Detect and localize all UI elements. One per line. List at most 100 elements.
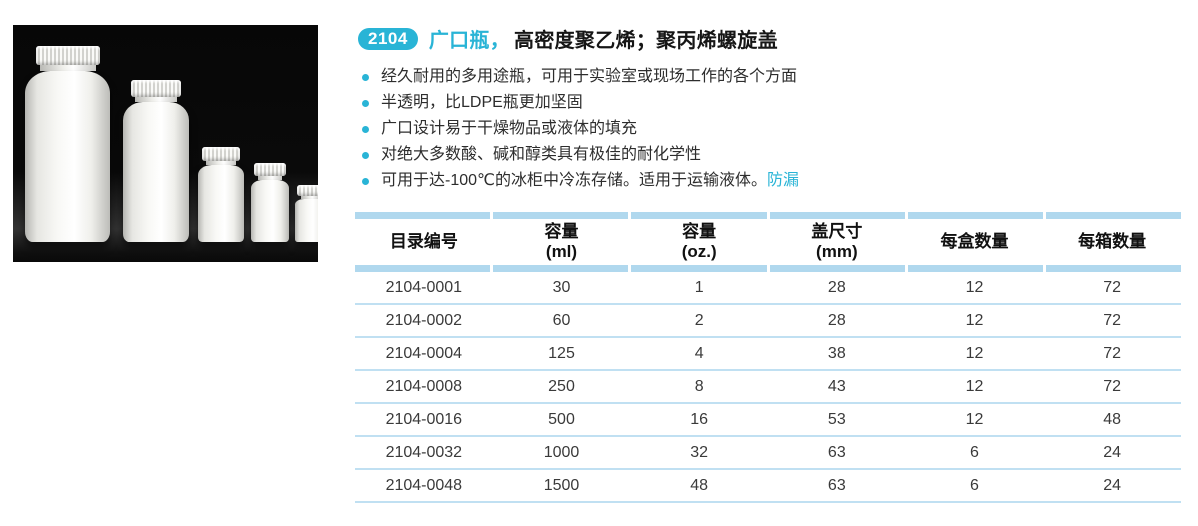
cell-cap-size-mm: 43 [827,377,846,395]
cell-catalog-number: 2104-0032 [385,443,463,461]
cell-qty-per-box: 12 [965,311,984,329]
feature-text: 半透明，比LDPE瓶更加坚固 [381,94,583,111]
cell-capacity-ml: 1500 [543,476,580,494]
feature-bullet: 半透明，比LDPE瓶更加坚固 [360,90,1160,116]
bar-segment [907,265,1043,272]
cell-qty-per-case: 72 [1103,377,1122,395]
leakproof-link[interactable]: 防漏 [767,172,800,189]
bar-segment [1045,212,1181,219]
cell-catalog-number: 2104-0004 [385,344,463,362]
cell-qty-per-box: 6 [970,476,979,494]
cell-capacity-ml: 30 [552,278,571,296]
table-row: 2104-0008 250 8 43 12 72 [355,371,1181,404]
bottle-body [251,180,289,242]
bottle-neck [301,196,318,199]
product-title: 广口瓶， 高密度聚乙烯；聚丙烯螺旋盖 [429,24,778,53]
bottle-cap [131,80,181,97]
cell-catalog-number: 2104-0002 [385,311,463,329]
cell-qty-per-case: 72 [1103,278,1122,296]
bottle-cap [254,163,286,176]
table-header-row: 目录编号 容量 (ml) 容量 (oz.) 盖尺寸 (mm) 每盒数量 每箱数量 [355,219,1181,265]
cell-capacity-oz: 4 [694,344,704,362]
cell-qty-per-box: 12 [965,377,984,395]
cell-capacity-oz: 2 [694,311,704,329]
bar-segment [907,212,1043,219]
cell-catalog-number: 2104-0001 [385,278,463,296]
spec-table: 目录编号 容量 (ml) 容量 (oz.) 盖尺寸 (mm) 每盒数量 每箱数量 21… [355,212,1181,503]
bar-segment [355,212,491,219]
col-header-qty-per-box: 每盒数量 [940,232,1009,251]
cell-qty-per-case: 24 [1103,476,1122,494]
cell-qty-per-case: 72 [1103,344,1122,362]
bullet-dot-icon [362,152,369,159]
cell-capacity-ml: 125 [548,344,575,362]
bullet-dot-icon [362,100,369,107]
feature-text: 经久耐用的多用途瓶，可用于实验室或现场工作的各个方面 [381,68,798,85]
bottle-neck [39,65,96,71]
cell-catalog-number: 2104-0048 [385,476,463,494]
feature-bullet: 经久耐用的多用途瓶，可用于实验室或现场工作的各个方面 [360,64,1160,90]
bar-segment [631,265,767,272]
cell-qty-per-box: 12 [965,278,984,296]
bottle-graphic-smallest [295,185,318,242]
feature-text: 对绝大多数酸、碱和醇类具有极佳的耐化学性 [381,146,702,163]
feature-bullet: 广口设计易于干燥物品或液体的填充 [360,116,1160,142]
table-row: 2104-0032 1000 32 63 6 24 [355,437,1181,470]
bottle-body [25,71,110,242]
feature-text: 广口设计易于干燥物品或液体的填充 [381,120,638,137]
bottle-neck [206,161,236,165]
feature-bullet: 对绝大多数酸、碱和醇类具有极佳的耐化学性 [360,142,1160,168]
bar-segment [1045,265,1181,272]
cell-cap-size-mm: 53 [827,410,846,428]
cell-capacity-oz: 48 [690,476,709,494]
table-row: 2104-0048 1500 48 63 6 24 [355,470,1181,503]
cell-qty-per-box: 6 [970,443,979,461]
table-header-bottom-bar [355,265,1181,272]
feature-bullet: 可用于达-100℃的冰柜中冷冻存储。适用于运输液体。防漏 [360,168,1160,194]
table-row: 2104-0001 30 1 28 12 72 [355,272,1181,305]
bottle-cap [297,185,318,196]
cell-capacity-oz: 32 [690,443,709,461]
col-header-qty-per-case: 每箱数量 [1078,232,1147,251]
cell-capacity-ml: 500 [548,410,575,428]
cell-capacity-ml: 1000 [543,443,580,461]
cell-qty-per-case: 72 [1103,311,1122,329]
bottle-graphic-largest [25,46,110,242]
product-code-badge: 2104 [358,27,418,50]
bar-segment [769,265,905,272]
bottle-body [295,199,318,242]
bar-segment [355,265,491,272]
bottle-neck [135,97,177,102]
table-top-bar [355,212,1181,219]
feature-list: 经久耐用的多用途瓶，可用于实验室或现场工作的各个方面 半透明，比LDPE瓶更加坚… [360,64,1160,194]
cell-capacity-ml: 250 [548,377,575,395]
cell-qty-per-case: 24 [1103,443,1122,461]
cell-capacity-oz: 16 [690,410,709,428]
bar-segment [769,212,905,219]
bottle-cap [202,147,240,161]
bottle-graphic [198,147,244,242]
cell-cap-size-mm: 63 [827,476,846,494]
bottle-graphic [251,163,289,242]
bottle-body [123,102,189,242]
cell-capacity-oz: 8 [694,377,704,395]
product-photo [13,25,318,262]
cell-qty-per-box: 12 [965,410,984,428]
bottle-cap [35,46,100,65]
cell-cap-size-mm: 28 [827,311,846,329]
col-header-catalog-number: 目录编号 [389,232,458,251]
cell-qty-per-box: 12 [965,344,984,362]
bullet-dot-icon [362,178,369,185]
product-title-rest: 高密度聚乙烯；聚丙烯螺旋盖 [514,30,778,52]
col-header-cap-size-mm: 盖尺寸 (mm) [811,222,863,261]
bar-segment [493,265,629,272]
cell-catalog-number: 2104-0008 [385,377,463,395]
cell-cap-size-mm: 38 [827,344,846,362]
col-header-capacity-oz: 容量 (oz.) [681,222,717,261]
cell-cap-size-mm: 63 [827,443,846,461]
table-row: 2104-0004 125 4 38 12 72 [355,338,1181,371]
cell-capacity-ml: 60 [552,311,571,329]
bottle-neck [258,176,282,180]
col-header-capacity-ml: 容量 (ml) [544,222,579,261]
bullet-dot-icon [362,74,369,81]
